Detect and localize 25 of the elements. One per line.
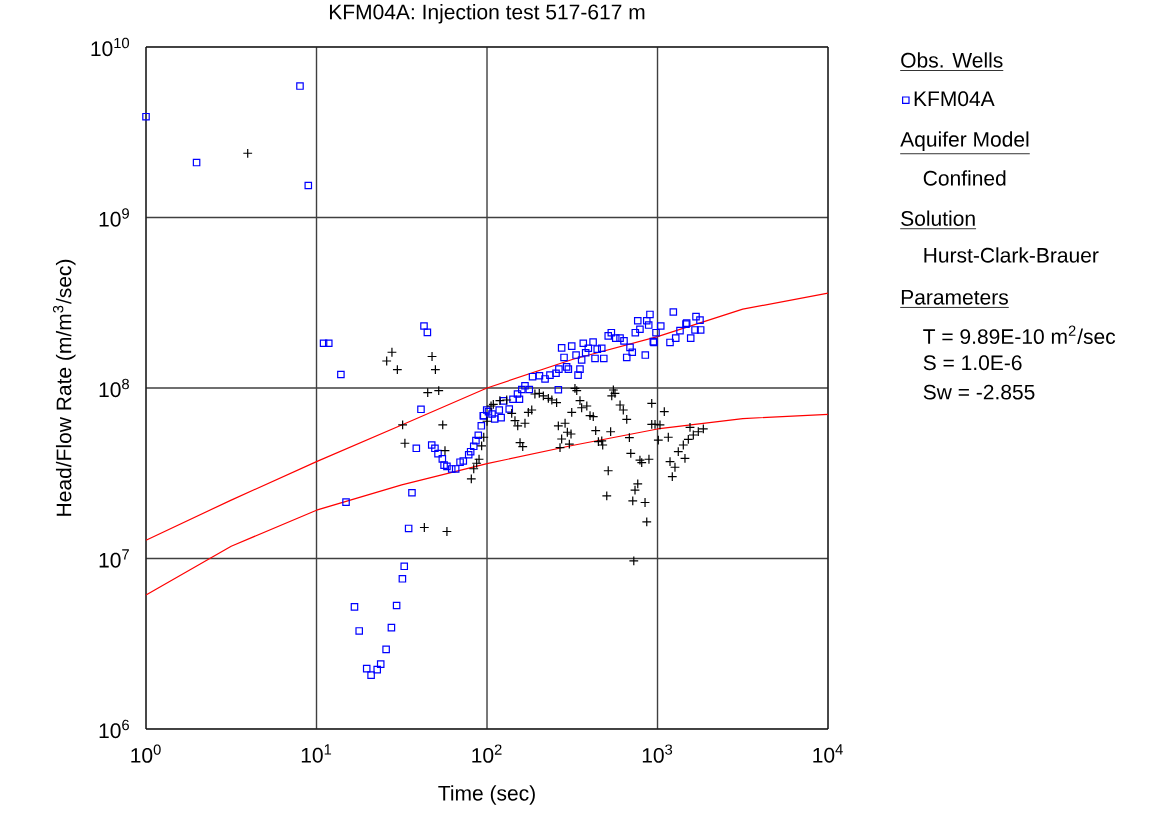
chart-title: KFM04A: Injection test 517-617 m xyxy=(329,4,645,24)
x-tick-label: 10$^{2}$ xyxy=(472,744,502,763)
text: Aquifer Model xyxy=(900,131,1029,151)
text: Hurst-Clark-Brauer xyxy=(924,247,1099,263)
y-tick-label: 10$^{10}$ xyxy=(91,37,130,57)
y-tick-label: 10$^{6}$ xyxy=(99,719,129,739)
x-tick-label: 10$^{0}$ xyxy=(131,744,161,763)
text: Sw = -2.855 xyxy=(923,384,1035,400)
y-tick-label: 10$^{8}$ xyxy=(99,378,129,398)
legend-label: KFM04A xyxy=(914,91,995,107)
text: Confined xyxy=(923,170,1006,186)
legend-title: Obs. Wells xyxy=(901,52,1003,68)
x-tick-label: 10$^{1}$ xyxy=(301,744,332,763)
line-series xyxy=(145,292,829,541)
y-tick-label: 10$^{7}$ xyxy=(99,549,129,568)
line-series xyxy=(145,413,829,596)
text: S = 1.0E-6 xyxy=(923,355,1022,371)
text: Parameters xyxy=(901,290,1008,305)
y-axis-title: Head/Flow Rate (m/m$^{3}$/sec) xyxy=(52,259,76,516)
x-axis-title: Time (sec) xyxy=(438,785,535,805)
y-tick-label: 10$^{9}$ xyxy=(99,208,129,227)
text: Solution xyxy=(901,210,975,226)
x-tick-label: 10$^{3}$ xyxy=(642,744,673,763)
text: T = 9.89E-10 m$^{2}$/sec xyxy=(923,325,1116,345)
x-tick-label: 10$^{4}$ xyxy=(813,744,843,763)
